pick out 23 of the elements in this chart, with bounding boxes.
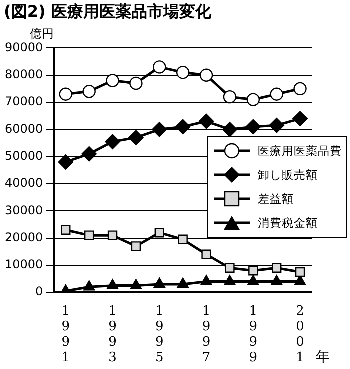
y-tick-label: 60000 bbox=[4, 122, 44, 136]
legend-label: 医療用医薬品費 bbox=[258, 144, 342, 159]
x-tick-label: 1991 bbox=[62, 304, 70, 366]
legend-label: 消費税金額 bbox=[258, 216, 318, 231]
y-axis-title: 億円 bbox=[30, 26, 54, 42]
y-tick-label: 90000 bbox=[4, 40, 44, 54]
x-tick-label: 1995 bbox=[156, 304, 164, 366]
y-tick-label: 0 bbox=[36, 284, 44, 299]
chart-title: (図2) 医療用医薬品市場変化 bbox=[4, 2, 212, 23]
y-tick-label: 70000 bbox=[4, 94, 44, 109]
y-tick-label: 80000 bbox=[4, 67, 44, 82]
x-tick-label: 1997 bbox=[202, 304, 211, 366]
x-axis-title: 年 bbox=[316, 350, 330, 366]
x-tick-label: 1993 bbox=[108, 304, 117, 366]
y-tick-label: 20000 bbox=[4, 230, 44, 244]
y-tick-label: 30000 bbox=[4, 203, 44, 218]
y-tick-label: 10000 bbox=[4, 258, 44, 272]
legend-label: 卸し販売額 bbox=[258, 168, 318, 183]
legend-label: 差益額 bbox=[258, 192, 294, 207]
x-tick-label: 2001 bbox=[296, 304, 304, 366]
y-tick-label: 50000 bbox=[4, 148, 44, 163]
y-tick-label: 40000 bbox=[4, 176, 44, 190]
x-tick-label: 1999 bbox=[249, 304, 258, 366]
